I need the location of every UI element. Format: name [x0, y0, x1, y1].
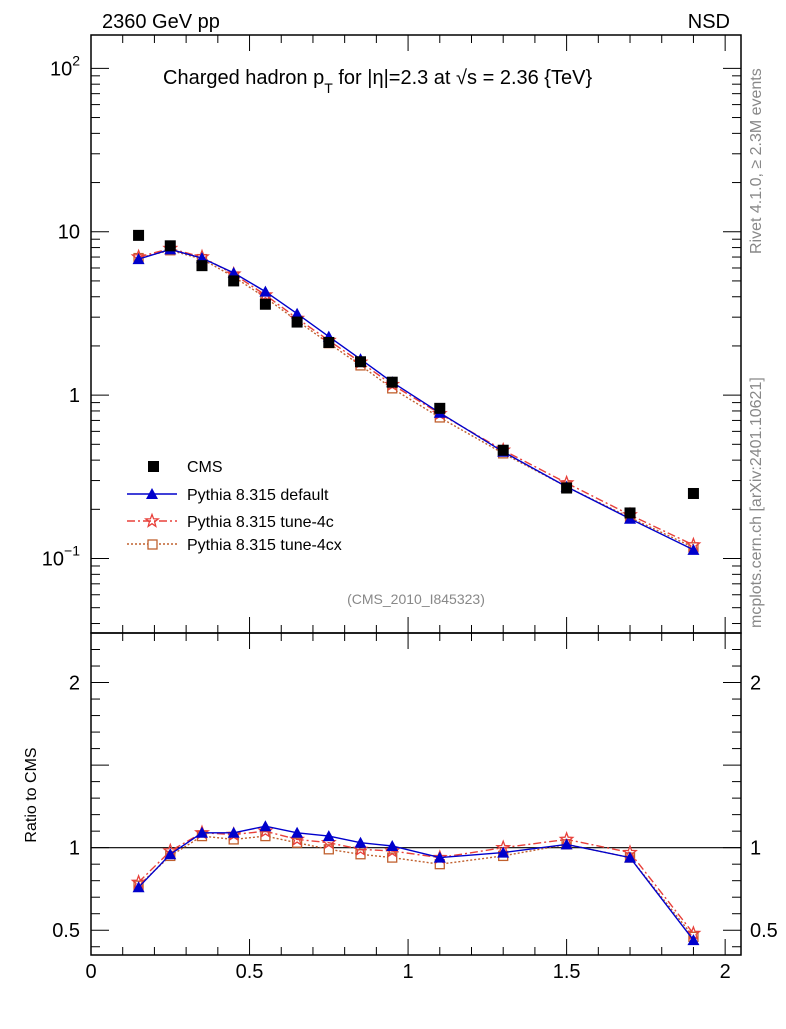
ratio-line-default	[138, 825, 694, 941]
ratio-ytick-label: 0.5	[52, 920, 80, 942]
ratio-point-default	[322, 830, 335, 842]
legend-label-tune4c: Pythia 8.315 tune-4c	[187, 514, 334, 531]
main-point-default	[687, 543, 700, 555]
ratio-point-default	[433, 851, 446, 863]
xtick-label: 2	[720, 961, 731, 983]
main-ytick-label: 102	[50, 52, 80, 80]
legend-label-cms: CMS	[187, 459, 223, 476]
main-point-cms	[228, 275, 240, 287]
legend-marker-tune4c	[144, 512, 160, 528]
rivet-label: Rivet 4.1.0, ≥ 2.3M events	[748, 68, 765, 254]
ratio-line-tune4c	[138, 830, 694, 934]
ratio-ylabel: Ratio to CMS	[23, 747, 40, 842]
ratio-ytick-label-right: 0.5	[750, 920, 778, 942]
ratio-ytick-label: 1	[69, 838, 80, 860]
main-ytick-label: 10−1	[42, 543, 80, 571]
main-point-cms	[291, 316, 303, 328]
xtick-label: 0.5	[236, 961, 264, 983]
ratio-ytick-label-right: 1	[750, 838, 761, 860]
main-point-cms	[196, 260, 208, 272]
energy-label: 2360 GeV pp	[102, 11, 220, 33]
ratio-point-default	[132, 881, 145, 893]
ratio-point-default	[291, 826, 304, 838]
main-point-cms	[323, 336, 335, 348]
main-point-tune4c	[257, 286, 274, 302]
ratio-point-default	[560, 838, 573, 850]
ratio-point-default	[195, 826, 208, 838]
legend-marker-cms	[148, 461, 159, 472]
ratio-plot-frame	[90, 632, 742, 956]
main-point-cms	[624, 507, 636, 519]
process-label: NSD	[688, 11, 730, 33]
main-point-default	[259, 285, 272, 297]
legend-marker-default	[146, 488, 158, 499]
ratio-point-default	[624, 851, 637, 863]
main-point-cms	[133, 229, 145, 241]
mcplots-label: mcplots.cern.ch [arXiv:2401.10621]	[748, 377, 765, 628]
ratio-line-tune4cx	[138, 835, 694, 938]
legend-marker-tune4cx	[147, 539, 158, 550]
legend: CMS Pythia 8.315 default Pythia 8.315 tu…	[127, 459, 342, 554]
legend-label-tune4cx: Pythia 8.315 tune-4cx	[187, 537, 342, 554]
main-ytick-label: 1	[69, 385, 80, 407]
ratio-point-default	[386, 840, 399, 852]
ratio-point-default	[259, 820, 272, 832]
ratio-point-default	[164, 848, 177, 860]
ratio-ytick-label-right: 2	[750, 673, 761, 695]
ratio-point-default	[687, 934, 700, 946]
main-ytick-label: 10	[58, 222, 80, 244]
ratio-ytick-label: 2	[69, 673, 80, 695]
xtick-label: 1	[403, 961, 414, 983]
legend-label-default: Pythia 8.315 default	[187, 487, 329, 504]
main-point-default	[291, 307, 304, 319]
xtick-label: 1.5	[553, 961, 581, 983]
main-point-cms	[259, 298, 271, 310]
main-point-cms	[497, 444, 509, 456]
ratio-point-default	[227, 826, 240, 838]
xtick-label: 0	[85, 961, 96, 983]
main-point-cms	[355, 356, 367, 368]
ratio-point-default	[354, 836, 367, 848]
analysis-id: (CMS_2010_I845323)	[347, 591, 485, 607]
main-point-cms	[687, 487, 699, 499]
main-point-default	[227, 266, 240, 278]
plot-title: Charged hadron pT for |η|=2.3 at √s = 2.…	[163, 67, 592, 96]
ratio-point-default	[497, 846, 510, 858]
main-point-cms	[434, 402, 446, 414]
main-point-default	[132, 253, 145, 265]
main-point-cms	[386, 376, 398, 388]
main-point-cms	[164, 240, 176, 252]
main-point-cms	[561, 482, 573, 494]
